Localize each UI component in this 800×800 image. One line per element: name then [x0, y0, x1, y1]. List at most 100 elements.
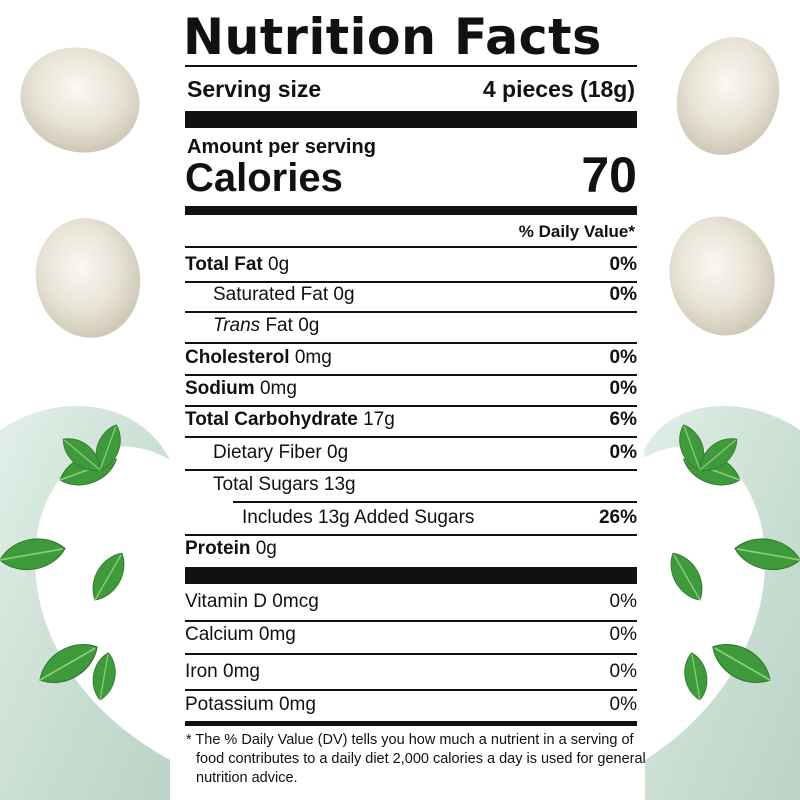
nutrient: Vitamin D 0mcg [185, 591, 319, 613]
divider [185, 689, 637, 691]
daily-value: 0% [609, 624, 637, 645]
calories-value: 70 [581, 147, 637, 203]
amount-per-serving: Amount per serving [187, 136, 376, 158]
nutrient-name: Dietary Fiber [213, 442, 322, 463]
nutrient-amount: 0mg [223, 661, 260, 682]
nutrient-name-italic: Trans [213, 315, 261, 336]
nutrient-row: Calcium 0mg 0% [185, 624, 637, 650]
divider [185, 246, 637, 248]
divider [185, 405, 637, 407]
nutrient-amount: 0g [268, 254, 290, 275]
thick-bar [185, 206, 637, 215]
nutrition-label: Nutrition Facts Serving size 4 pieces (1… [178, 0, 646, 800]
nutrient-row: Total Fat 0g 0% [185, 254, 637, 280]
nutrient-row: Includes 13g Added Sugars 26% [185, 507, 637, 533]
nutrient-name: Iron [185, 661, 218, 682]
nutrient: Calcium 0mg [185, 624, 296, 646]
nutrient-row: Total Carbohydrate 17g 6% [185, 409, 637, 435]
nutrient-amount: 0mg [294, 347, 332, 368]
divider [185, 342, 637, 344]
nutrient-amount: 0g [333, 284, 355, 305]
nutrient: Total Sugars 13g [213, 474, 356, 496]
daily-value: 0% [609, 694, 637, 715]
daily-value: 0% [609, 661, 637, 682]
daily-value: 0% [609, 347, 637, 368]
nutrient-row: Total Sugars 13g [185, 474, 637, 500]
nutrient-name: Cholesterol [185, 347, 290, 368]
thick-bar [185, 567, 637, 584]
divider [185, 374, 637, 376]
nutrient-row: Iron 0mg 0% [185, 661, 637, 687]
candy [676, 37, 780, 155]
nutrient-name: Total Fat [185, 254, 263, 275]
water-splash [0, 406, 170, 800]
daily-value: 26% [598, 507, 637, 528]
serving-value: 4 pieces (18g) [482, 76, 635, 102]
nutrient-row: Sodium 0mg 0% [185, 378, 637, 404]
daily-value: 0% [609, 378, 637, 399]
nutrient-row: Vitamin D 0mcg 0% [185, 591, 637, 617]
nutrient-amount: 0g [255, 538, 277, 559]
divider [233, 501, 637, 503]
nutrient-amount: 0g [298, 315, 320, 336]
candy [669, 216, 775, 336]
water-splash [640, 406, 800, 800]
nutrient: Includes 13g Added Sugars [242, 507, 474, 529]
nutrient-name: Includes 13g Added Sugars [242, 507, 475, 528]
nutrient-name: Potassium [185, 694, 274, 715]
nutrient: Total Fat 0g [185, 254, 289, 276]
candy [35, 218, 141, 338]
nutrient: Potassium 0mg [185, 694, 316, 716]
nutrient-amount: 0mg [259, 378, 297, 399]
thick-bar [185, 111, 637, 128]
divider [185, 469, 637, 471]
divider [185, 534, 637, 536]
nutrient-amount: 0mcg [272, 591, 319, 612]
nutrient-amount: 0mg [258, 624, 296, 645]
nutrient-name: Total Sugars [213, 474, 319, 495]
nutrient-name: Protein [185, 538, 251, 559]
serving-label: Serving size [187, 76, 322, 102]
daily-value: 0% [609, 591, 637, 612]
nutrient-amount: 0g [327, 442, 349, 463]
nutrient-row: Cholesterol 0mg 0% [185, 347, 637, 373]
nutrient-row: Trans Fat 0g [185, 315, 637, 341]
nutrient-row: Potassium 0mg 0% [185, 694, 637, 720]
nutrient: Cholesterol 0mg [185, 347, 332, 369]
nutrient-row: Saturated Fat 0g 0% [185, 284, 637, 310]
daily-value: 0% [609, 254, 637, 275]
calories-label: Calories [185, 156, 343, 200]
thick-bar [185, 721, 637, 726]
nutrient: Sodium 0mg [185, 378, 297, 400]
nutrient: Dietary Fiber 0g [213, 442, 348, 464]
divider [185, 436, 637, 438]
nutrient-name: Calcium [185, 624, 254, 645]
nutrient-row: Protein 0g [185, 538, 637, 564]
daily-value: 0% [609, 442, 637, 463]
candy [20, 47, 140, 153]
daily-value: 0% [609, 284, 637, 305]
nutrient: Total Carbohydrate 17g [185, 409, 395, 431]
footnote: * The % Daily Value (DV) tells you how m… [186, 732, 646, 786]
nutrient-name: Total Carbohydrate [185, 409, 358, 430]
nutrient-name: Fat [265, 315, 293, 336]
title: Nutrition Facts [183, 8, 602, 66]
divider [185, 620, 637, 622]
nutrient: Saturated Fat 0g [213, 284, 355, 306]
divider [185, 281, 637, 283]
nutrient-name: Sodium [185, 378, 255, 399]
nutrient-name: Vitamin D [185, 591, 268, 612]
nutrient: Trans Fat 0g [213, 315, 319, 337]
divider [185, 65, 637, 67]
divider [185, 653, 637, 655]
nutrient-amount: 0mg [278, 694, 316, 715]
divider [185, 311, 637, 313]
nutrient-amount: 13g [323, 474, 356, 495]
nutrient-name: Saturated Fat [213, 284, 329, 305]
daily-value: 6% [609, 409, 637, 430]
nutrient: Iron 0mg [185, 661, 260, 683]
nutrient-amount: 17g [363, 409, 395, 430]
nutrient-row: Dietary Fiber 0g 0% [185, 442, 637, 468]
